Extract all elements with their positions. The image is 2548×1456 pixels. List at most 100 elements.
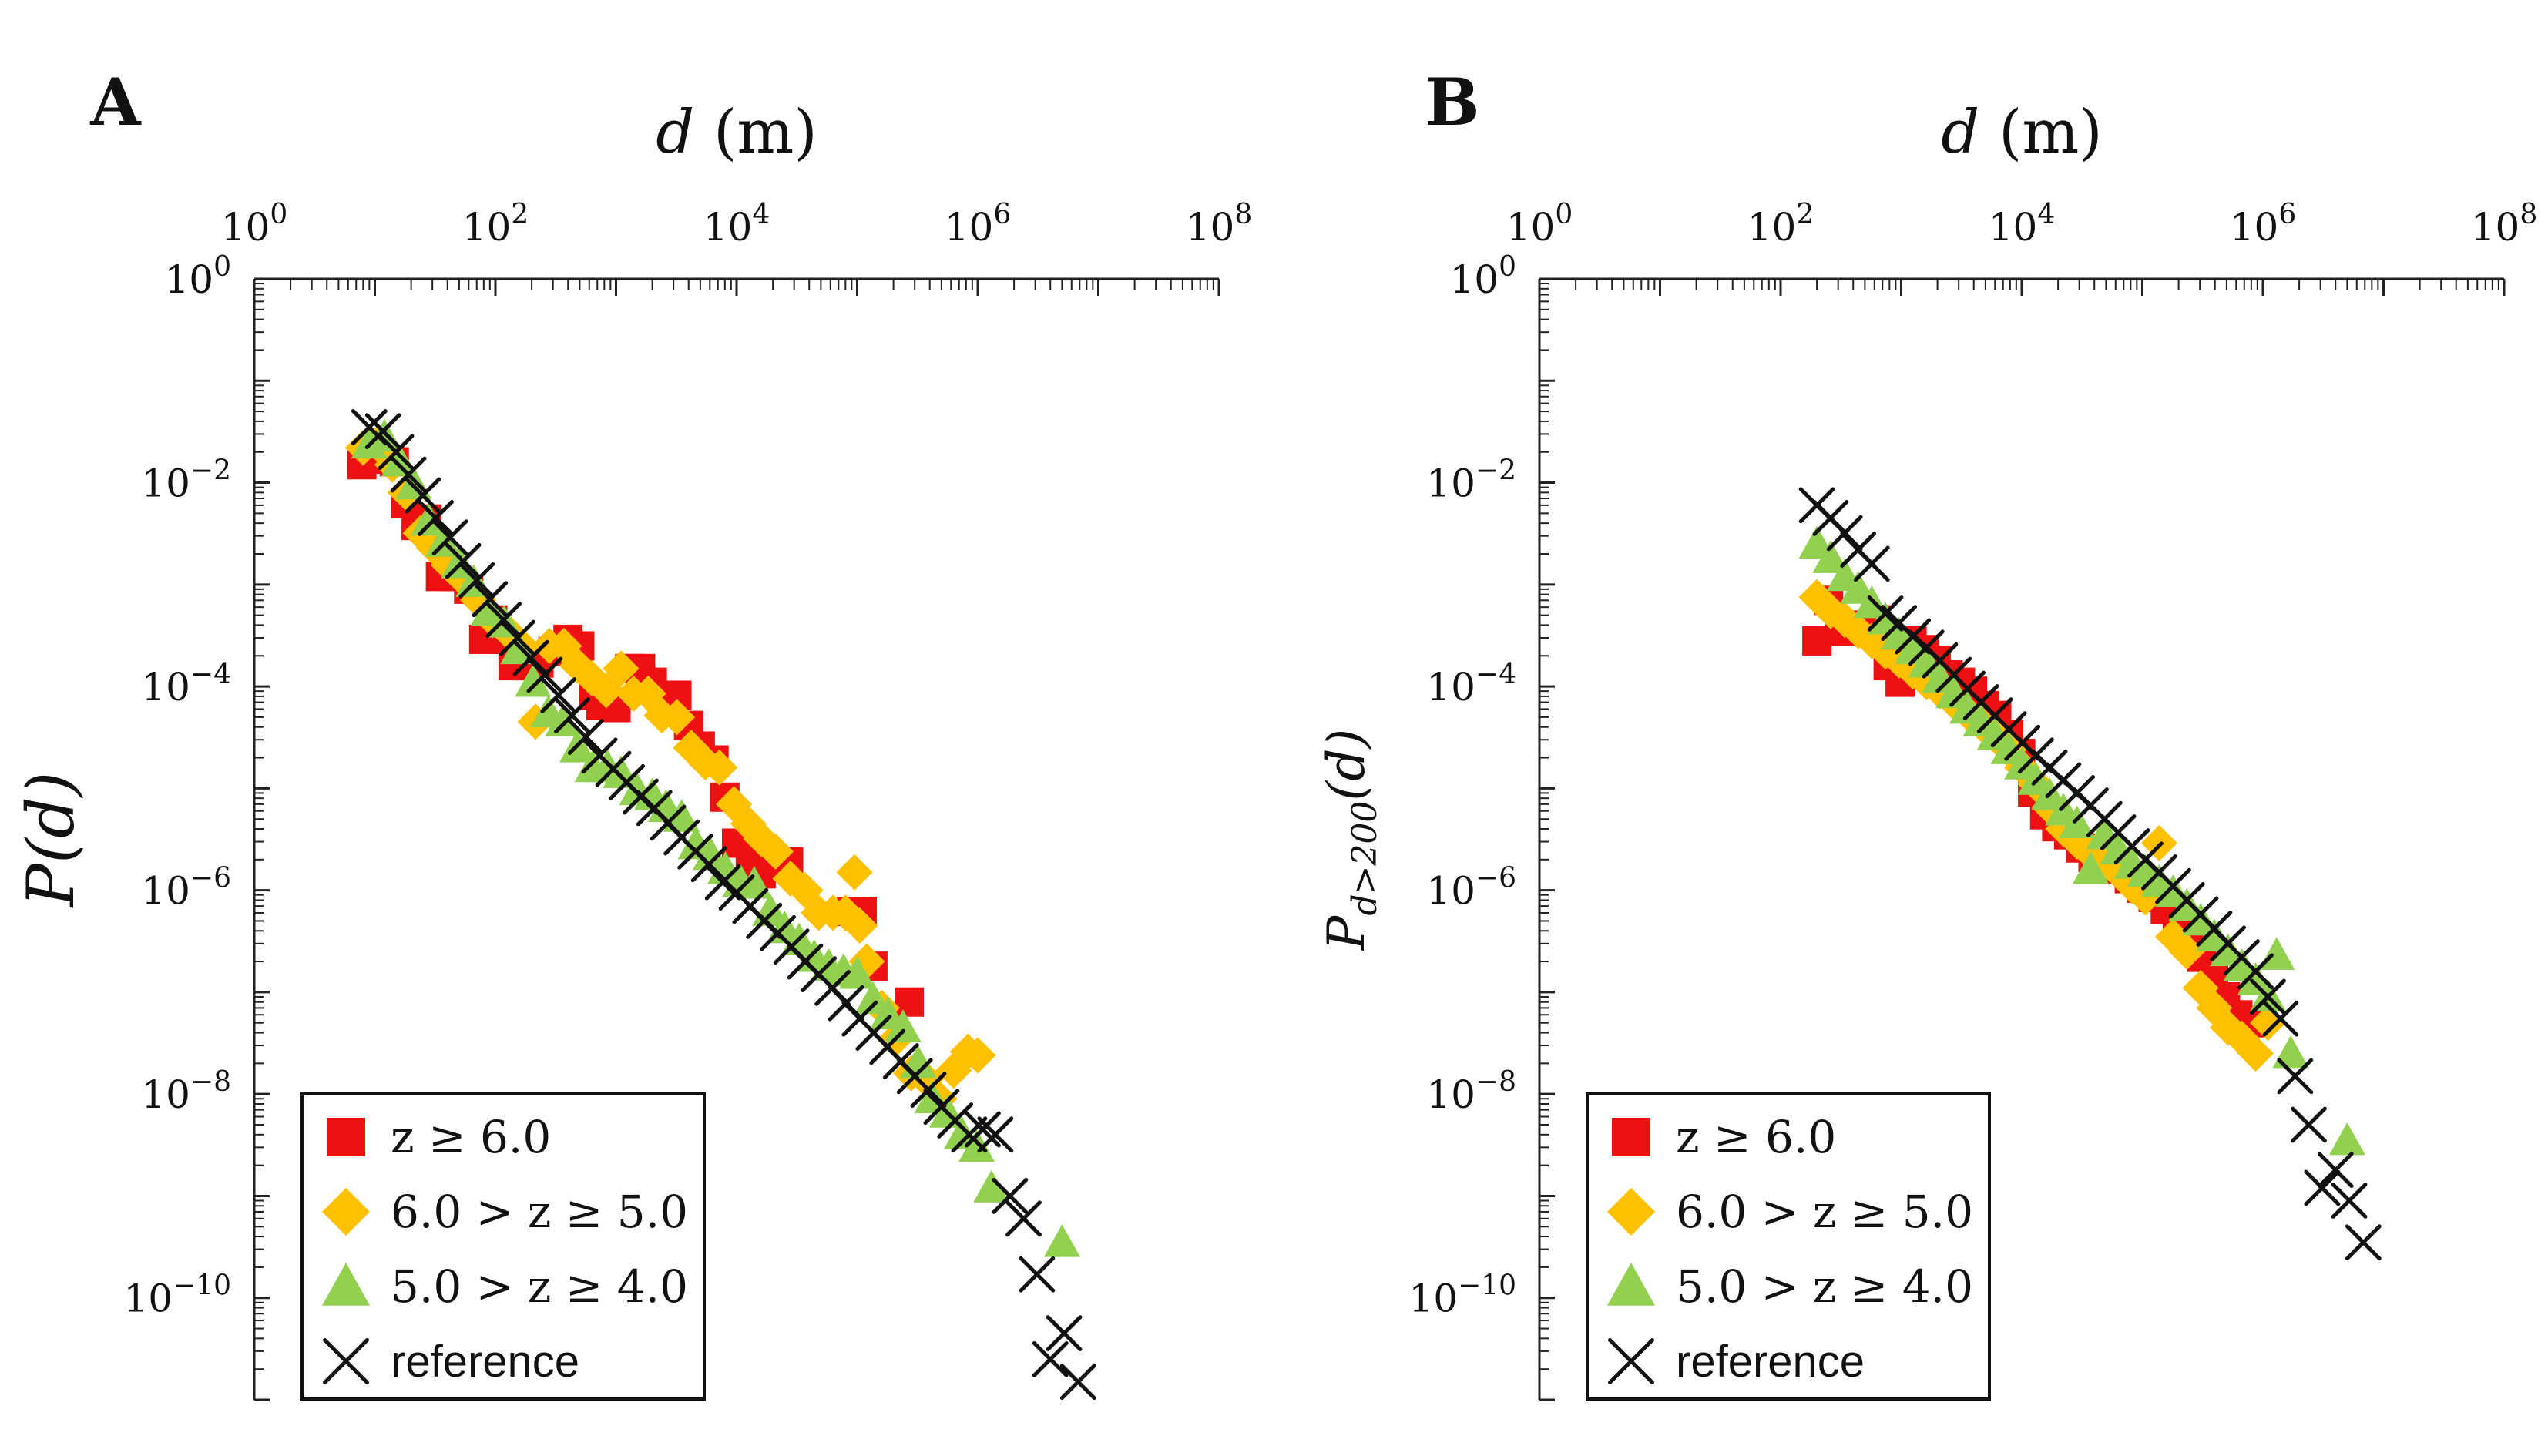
data-point: 11.7, 0.032 (364, 413, 401, 450)
x-tick-label: 100 (1506, 199, 1573, 250)
y-tick-label: 10−2 (141, 455, 231, 506)
data-point: 740, 0.00022 (1867, 633, 1904, 670)
y-tick-label: 10−6 (141, 863, 231, 914)
y-tick-label: 10−10 (123, 1270, 231, 1321)
data-point: 54, 0.0017 (445, 542, 482, 579)
legend-marker-square (327, 1118, 365, 1156)
x-tick-label: 106 (2230, 199, 2297, 250)
data-point: 570, 0.0016 (1853, 545, 1890, 582)
legend-label: 5.0 > z ≥ 4.0 (391, 1260, 688, 1313)
x-axis-title: d (m) (1941, 98, 2103, 167)
data-point: 365, 0.000045 (545, 703, 582, 736)
y-tick-label: 10−2 (1426, 455, 1516, 506)
x-tick-label: 100 (221, 199, 288, 250)
series-x: 9, 0.03511.7, 0.03215, 0.0219, 0.01225, … (351, 409, 1096, 1401)
data-point: 100000, 1.5e-7 (838, 956, 876, 989)
data-point: 3200, 0.00005 (658, 699, 696, 736)
x-tick-label: 102 (1747, 199, 1814, 250)
legend-label: 6.0 > z ≥ 5.0 (391, 1186, 688, 1238)
data-point: 37300, 0.0000016 (2072, 851, 2110, 884)
x-tick-label: 106 (945, 199, 1012, 250)
y-tick-label: 100 (1449, 251, 1516, 302)
legend-marker-diamond (322, 1188, 370, 1236)
data-point: 15, 0.02 (378, 434, 415, 471)
data-point: 1850000, 1.5e-8 (2277, 1058, 2314, 1095)
data-point: 562, 0.000032 (567, 719, 604, 755)
data-point: 340, 0.00045 (1826, 602, 1863, 639)
data-point: 95000, 0.0000015 (836, 854, 873, 891)
series-triangle: 200, 0.0025260, 0.0018340, 0.0012440, 0.… (1798, 525, 2365, 1156)
legend-box (1586, 1092, 1991, 1401)
data-point: 4000000, 2.5e-11 (1032, 1340, 1069, 1377)
data-point: 25, 0.0075 (405, 477, 441, 514)
data-point: 2400000, 6e-10 (1005, 1200, 1042, 1237)
y-tick-label: 10−4 (1426, 659, 1516, 710)
data-point: 152, 0.0003 (499, 619, 535, 656)
data-point: 1100000, 9e-8 (2250, 978, 2286, 1015)
data-point: 234000, 2.5e-7 (2168, 933, 2205, 970)
y-tick-label: 10−10 (1408, 1270, 1516, 1321)
data-point: 5200000, 4.5e-11 (1046, 1315, 1083, 1351)
panel-label: B (1425, 64, 1480, 140)
y-tick-label: 10−4 (141, 659, 231, 710)
y-axis-title: Pd>200(d) (1317, 729, 1385, 951)
legend-label: z ≥ 6.0 (391, 1111, 551, 1163)
legend-marker-x (1608, 1338, 1654, 1384)
data-point: 3100000, 1.7e-10 (1019, 1256, 1056, 1293)
x-tick-label: 104 (703, 199, 770, 250)
data-point: 270000, 8e-8 (895, 987, 925, 1017)
legend: z ≥ 6.0 6.0 > z ≥ 5.0 5.0 > z ≥ 4.0 referen… (300, 1092, 706, 1401)
data-point: 7200, 0.000016 (701, 749, 738, 786)
legend-marker-diamond (1607, 1188, 1655, 1236)
data-point: 390000, 1.1e-8 (910, 1072, 947, 1109)
data-point: 830, 0.000092 (588, 672, 625, 709)
data-point: 5000000, 3.5e-10 (1043, 1224, 1080, 1257)
y-tick-label: 100 (164, 251, 231, 302)
panel-b: 100 102 104 106 108 100 10−2 10−4 10−6 10−8 10−10 B… (1317, 64, 2538, 1401)
data-point: 5200000, 9e-10 (2331, 1183, 2368, 1219)
x-tick-label: 108 (2471, 199, 2538, 250)
data-point: 432, 0.000052 (554, 697, 590, 734)
data-point: 240000, 4.5e-8 (885, 1009, 922, 1042)
panel-label: A (89, 64, 142, 140)
data-point: 1850, 0.000085 (629, 675, 666, 712)
data-point: 333, 0.000082 (540, 677, 577, 713)
y-axis-title: P(d) (13, 772, 89, 909)
data-point: 340, 0.0032 (1826, 515, 1863, 552)
legend-label: reference (391, 1337, 579, 1387)
data-point: 28700, 0.0000045 (2059, 805, 2096, 839)
data-point: 870000, 1.6e-7 (2237, 953, 2274, 990)
data-point: 90, 0.00072 (472, 581, 509, 618)
y-tick-label: 10−8 (141, 1066, 231, 1117)
data-point: 1400000, 4e-9 (977, 1116, 1014, 1153)
data-point: 1100, 0.00015 (603, 650, 640, 687)
data-point: 1400000, 5.5e-8 (2262, 1000, 2299, 1037)
data-point: 205, 0.00011 (515, 664, 552, 697)
data-point: 260, 0.0018 (1812, 540, 1849, 573)
panel-a: 100 102 104 106 108 100 10−2 10−4 10−6 10−8 10−10 A… (13, 64, 1252, 1401)
data-point: 32, 0.0045 (418, 500, 454, 536)
legend-marker-square (1612, 1118, 1650, 1156)
data-point: 5000000, 3.5e-9 (2328, 1122, 2365, 1156)
legend-label: 6.0 > z ≥ 5.0 (1676, 1186, 1973, 1238)
data-point: 850000, 4e-9 (951, 1116, 988, 1153)
legend: z ≥ 6.0 6.0 > z ≥ 5.0 5.0 > z ≥ 4.0 referen… (1586, 1092, 1991, 1401)
data-point: 1850000, 1e-9 (992, 1178, 1029, 1214)
data-point: 256, 0.00013 (526, 656, 563, 693)
data-point: 6800000, 3.5e-10 (2345, 1224, 2382, 1261)
data-point: 197, 0.00019 (512, 639, 549, 676)
data-point: 2400000, 5e-9 (2291, 1106, 2327, 1143)
data-point: 21000, 0.0000024 (757, 833, 794, 870)
legend-label: reference (1676, 1337, 1865, 1387)
y-tick-label: 10−8 (1426, 1066, 1516, 1117)
data-point: 117, 0.00045 (485, 602, 522, 639)
data-point: 1000000, 2.4e-8 (959, 1037, 996, 1074)
data-point: 260, 0.00055 (1812, 592, 1849, 629)
data-point: 135000, 8.5e-8 (854, 981, 891, 1015)
data-point: 70, 0.0011 (458, 562, 495, 599)
data-point: 16, 0.016 (381, 443, 418, 477)
data-point: 42, 0.0029 (431, 519, 468, 556)
legend-label: 5.0 > z ≥ 4.0 (1676, 1260, 1973, 1313)
data-point: 3100000, 1.2e-9 (2304, 1169, 2341, 1206)
